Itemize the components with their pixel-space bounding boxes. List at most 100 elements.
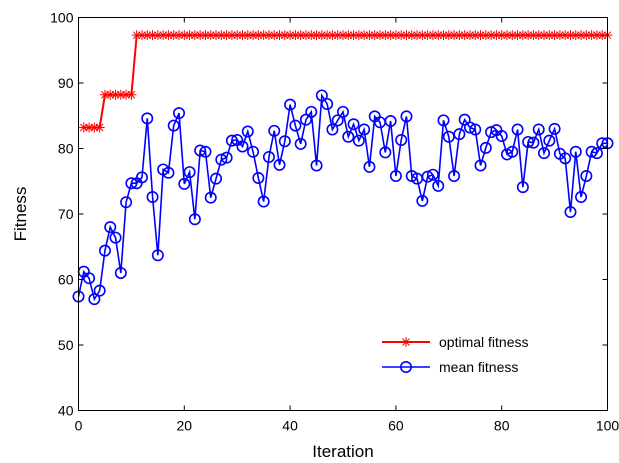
data-point	[399, 360, 412, 373]
data-point	[564, 206, 577, 219]
data-point	[479, 141, 492, 154]
data-point	[99, 89, 110, 100]
data-point	[380, 30, 391, 41]
data-point	[475, 30, 486, 41]
data-point	[322, 30, 333, 41]
data-point	[389, 170, 402, 183]
data-point	[241, 125, 254, 138]
data-point	[331, 114, 344, 127]
data-point	[512, 30, 523, 41]
data-point	[396, 30, 407, 41]
data-point	[486, 30, 497, 41]
data-point	[300, 30, 311, 41]
legend: optimal fitness mean fitness	[378, 328, 580, 384]
data-point	[433, 30, 444, 41]
data-point	[178, 177, 191, 190]
data-point	[109, 231, 122, 244]
data-point	[342, 130, 355, 143]
data-point	[225, 134, 238, 147]
data-point	[199, 145, 212, 158]
data-point	[220, 151, 233, 164]
data-point	[501, 30, 512, 41]
data-point	[184, 30, 195, 41]
data-point	[294, 137, 307, 150]
data-point	[422, 30, 433, 41]
data-point	[247, 145, 260, 158]
data-point	[121, 89, 132, 100]
data-point	[215, 153, 228, 166]
data-point	[359, 30, 370, 41]
data-point	[443, 30, 454, 41]
data-point	[78, 122, 89, 133]
series-optimal-fitness	[78, 30, 613, 133]
data-point	[463, 121, 476, 134]
data-point	[416, 194, 429, 207]
data-point	[426, 168, 439, 181]
data-point	[427, 30, 438, 41]
data-point	[421, 170, 434, 183]
data-point	[516, 181, 529, 194]
data-point	[279, 30, 290, 41]
data-point	[305, 105, 318, 118]
data-point	[327, 30, 338, 41]
data-point	[306, 30, 317, 41]
data-point	[83, 272, 96, 285]
x-tick-label: 0	[75, 418, 83, 434]
data-point	[575, 190, 588, 203]
data-point	[453, 128, 466, 141]
data-point	[295, 30, 306, 41]
data-point	[269, 30, 280, 41]
data-point	[590, 147, 603, 160]
data-point	[470, 30, 481, 41]
data-point	[543, 134, 556, 147]
data-point	[401, 337, 411, 347]
x-tick-label: 20	[177, 418, 193, 434]
data-point	[174, 30, 185, 41]
data-point	[115, 89, 126, 100]
data-point	[469, 123, 482, 136]
data-point	[105, 89, 116, 100]
data-point	[544, 30, 555, 41]
y-tick-label: 50	[58, 337, 74, 353]
data-point	[216, 30, 227, 41]
data-point	[538, 147, 551, 160]
data-point	[274, 30, 285, 41]
legend-entry: optimal fitness	[382, 334, 528, 350]
series-layer	[72, 30, 614, 306]
data-point	[162, 166, 175, 179]
data-point	[200, 30, 211, 41]
data-point	[406, 30, 417, 41]
data-point	[576, 30, 587, 41]
data-point	[511, 123, 524, 136]
data-point	[348, 30, 359, 41]
data-point	[179, 30, 190, 41]
data-point	[136, 30, 147, 41]
data-point	[242, 30, 253, 41]
data-point	[125, 177, 138, 190]
x-tick-label: 80	[494, 418, 510, 434]
data-point	[432, 179, 445, 192]
data-point	[548, 122, 561, 135]
data-point	[278, 135, 291, 148]
data-point	[194, 144, 207, 157]
y-tick-label: 80	[58, 141, 74, 157]
series-line	[83, 34, 608, 129]
data-point	[232, 30, 243, 41]
data-point	[347, 118, 360, 131]
y-tick-label: 100	[50, 10, 74, 26]
data-point	[384, 114, 397, 127]
data-point	[284, 98, 297, 111]
data-point	[89, 122, 100, 133]
axis-ticks: 0 20 40 60 80 100 40 50 60 70 80 90 100	[50, 10, 619, 434]
data-point	[464, 30, 475, 41]
series-line	[77, 92, 608, 302]
data-point	[210, 172, 223, 185]
series-mean-fitness	[72, 89, 614, 306]
data-point	[390, 30, 401, 41]
data-point	[517, 30, 528, 41]
data-point	[151, 249, 164, 262]
data-point	[401, 30, 412, 41]
data-point	[173, 107, 186, 120]
y-tick-label: 70	[58, 206, 74, 222]
data-point	[257, 195, 270, 208]
